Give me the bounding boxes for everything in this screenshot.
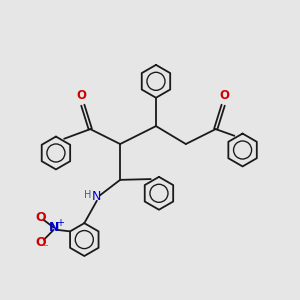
Text: N: N: [92, 190, 101, 203]
Text: ⁻: ⁻: [43, 243, 49, 253]
Text: +: +: [56, 218, 64, 228]
Text: H: H: [84, 190, 92, 200]
Text: N: N: [49, 221, 59, 234]
Text: O: O: [35, 211, 46, 224]
Text: O: O: [35, 236, 46, 249]
Text: O: O: [76, 88, 86, 102]
Text: O: O: [220, 88, 230, 102]
